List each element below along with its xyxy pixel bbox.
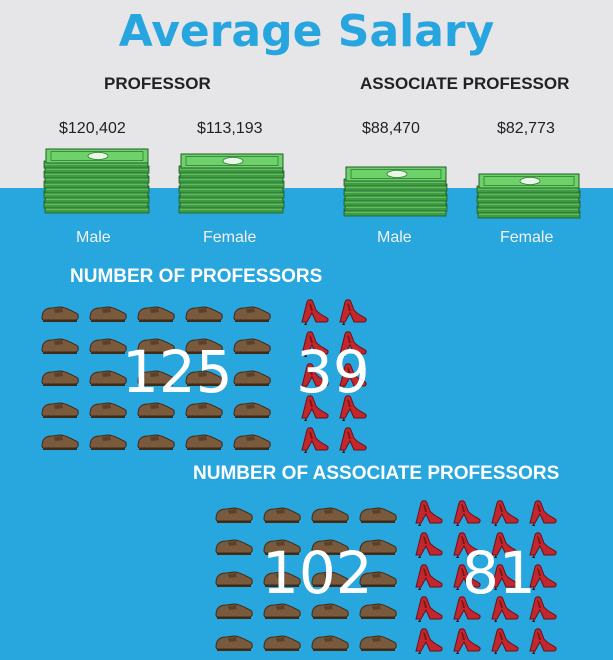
brown-shoe-icon (358, 533, 398, 562)
red-heel-icon (450, 561, 482, 596)
brown-shoe-icon (310, 533, 350, 562)
brown-shoe-icon (232, 428, 272, 457)
brown-shoe-icon (358, 629, 398, 658)
brown-shoe-icon (262, 629, 302, 658)
brown-shoe-icon (40, 364, 80, 393)
brown-shoe-icon (88, 428, 128, 457)
red-heel-icon (526, 625, 558, 660)
brown-shoe-icon (40, 396, 80, 425)
brown-shoe-icon (214, 565, 254, 594)
professor-male-salary: $120,402 (59, 120, 126, 137)
red-heel-icon (298, 424, 330, 459)
associate-female-salary: $82,773 (497, 120, 555, 137)
brown-shoe-icon (136, 428, 176, 457)
red-heel-icon (412, 561, 444, 596)
brown-shoe-icon (184, 396, 224, 425)
red-heel-icon (488, 593, 520, 628)
red-heel-icon (336, 392, 368, 427)
red-heel-icon (412, 593, 444, 628)
red-heel-icon (450, 497, 482, 532)
red-heel-icon (526, 529, 558, 564)
cash-stack-icon (476, 173, 581, 219)
brown-shoe-icon (184, 300, 224, 329)
brown-shoe-icon (214, 597, 254, 626)
red-heel-icon (488, 561, 520, 596)
associate-male-count: 102 (262, 539, 373, 607)
red-heel-icon (412, 529, 444, 564)
brown-shoe-icon (262, 533, 302, 562)
red-heel-icon (450, 529, 482, 564)
brown-shoe-icon (214, 629, 254, 658)
red-heel-icon (336, 360, 368, 395)
brown-shoe-icon (214, 533, 254, 562)
red-heel-icon (336, 328, 368, 363)
number-of-professors-label: NUMBER OF PROFESSORS (70, 266, 323, 287)
brown-shoe-icon (232, 364, 272, 393)
brown-shoe-icon (262, 565, 302, 594)
brown-shoe-icon (88, 364, 128, 393)
red-heel-icon (450, 593, 482, 628)
red-heel-icon (298, 392, 330, 427)
brown-shoe-icon (136, 364, 176, 393)
professor-label: PROFESSOR (104, 74, 211, 93)
red-heel-icon (450, 625, 482, 660)
brown-shoe-icon (232, 300, 272, 329)
brown-shoe-icon (88, 332, 128, 361)
professor-female-label: Female (203, 229, 257, 246)
professor-female-count: 39 (296, 338, 370, 406)
red-heel-icon (298, 360, 330, 395)
red-heel-icon (526, 561, 558, 596)
brown-shoe-icon (310, 501, 350, 530)
red-heel-icon (488, 625, 520, 660)
red-heel-icon (298, 296, 330, 331)
brown-shoe-icon (40, 332, 80, 361)
brown-shoe-icon (310, 565, 350, 594)
professor-male-count: 125 (122, 338, 233, 406)
professor-male-label: Male (76, 229, 111, 246)
brown-shoe-icon (88, 300, 128, 329)
red-heel-icon (488, 497, 520, 532)
associate-professor-label: ASSOCIATE PROFESSOR (360, 74, 570, 93)
brown-shoe-icon (262, 597, 302, 626)
red-heel-icon (336, 424, 368, 459)
red-heel-icon (412, 625, 444, 660)
cash-stack-icon (43, 148, 150, 214)
red-heel-icon (526, 593, 558, 628)
brown-shoe-icon (184, 332, 224, 361)
brown-shoe-icon (232, 332, 272, 361)
brown-shoe-icon (358, 597, 398, 626)
number-of-associate-professors-label: NUMBER OF ASSOCIATE PROFESSORS (193, 463, 560, 484)
brown-shoe-icon (136, 396, 176, 425)
brown-shoe-icon (136, 300, 176, 329)
brown-shoe-icon (310, 629, 350, 658)
brown-shoe-icon (262, 501, 302, 530)
brown-shoe-icon (136, 332, 176, 361)
brown-shoe-icon (232, 396, 272, 425)
brown-shoe-icon (184, 428, 224, 457)
associate-male-label: Male (377, 229, 412, 246)
cash-stack-icon (343, 166, 448, 217)
associate-female-label: Female (500, 229, 554, 246)
associate-female-count: 81 (462, 539, 536, 607)
brown-shoe-icon (214, 501, 254, 530)
page-title: Average Salary (118, 6, 495, 57)
brown-shoe-icon (88, 396, 128, 425)
brown-shoe-icon (184, 364, 224, 393)
brown-shoe-icon (40, 428, 80, 457)
red-heel-icon (298, 328, 330, 363)
red-heel-icon (412, 497, 444, 532)
red-heel-icon (336, 296, 368, 331)
brown-shoe-icon (358, 565, 398, 594)
brown-shoe-icon (40, 300, 80, 329)
brown-shoe-icon (310, 597, 350, 626)
professor-female-salary: $113,193 (197, 120, 263, 137)
brown-shoe-icon (358, 501, 398, 530)
associate-male-salary: $88,470 (362, 120, 420, 137)
cash-stack-icon (178, 153, 285, 214)
red-heel-icon (488, 529, 520, 564)
red-heel-icon (526, 497, 558, 532)
